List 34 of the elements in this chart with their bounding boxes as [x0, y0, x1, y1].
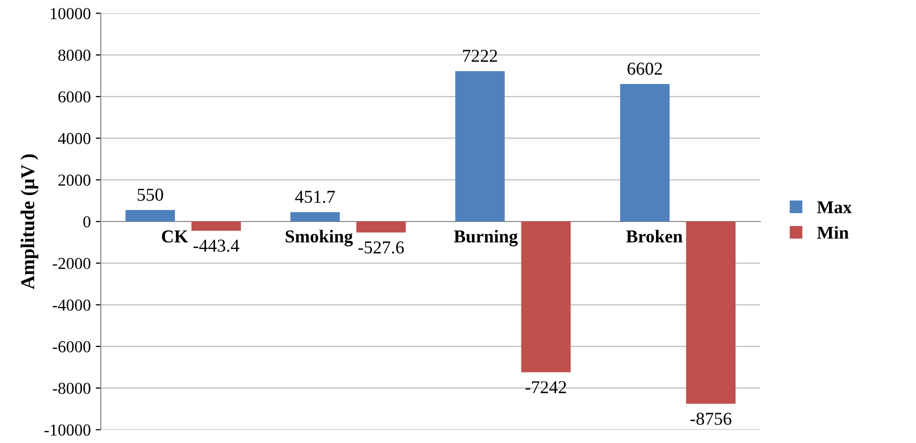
y-tick-label: 0 — [83, 216, 90, 228]
x-tick-label: Broken — [626, 230, 683, 243]
y-tick-label: 6000 — [58, 91, 90, 103]
legend-label: Min — [817, 226, 849, 239]
data-label: 6602 — [628, 62, 662, 75]
bar — [191, 222, 241, 231]
bar — [521, 222, 571, 372]
y-tick-label: 4000 — [58, 132, 90, 144]
y-tick-label: 2000 — [58, 174, 90, 186]
y-tick-label: 8000 — [58, 50, 90, 61]
bar — [620, 84, 670, 222]
data-label: -8756 — [690, 412, 732, 425]
data-label: 7222 — [463, 50, 498, 62]
y-axis-title: Amplitude (μV ) — [20, 154, 38, 290]
y-tick-label: -10000 — [44, 424, 90, 436]
data-label: 550 — [138, 188, 164, 201]
bar — [125, 210, 175, 222]
y-tick-label: -2000 — [52, 258, 90, 270]
x-tick-label: Smoking — [286, 230, 353, 246]
y-tick-label: -6000 — [52, 341, 90, 352]
data-label: -7242 — [526, 381, 566, 394]
legend-label: Max — [817, 201, 852, 214]
data-label: -443.4 — [194, 240, 240, 252]
x-tick-label: Burning — [454, 230, 518, 246]
bar — [356, 222, 406, 232]
x-tick-label: CK — [162, 230, 188, 243]
y-tick-label: 10000 — [50, 8, 90, 20]
data-label: 451.7 — [295, 190, 335, 203]
data-label: -527.6 — [358, 241, 404, 254]
bar — [686, 222, 736, 404]
bar — [290, 212, 340, 222]
bar — [455, 71, 505, 222]
y-tick-label: -8000 — [52, 382, 90, 394]
y-tick-label: -4000 — [52, 299, 90, 311]
